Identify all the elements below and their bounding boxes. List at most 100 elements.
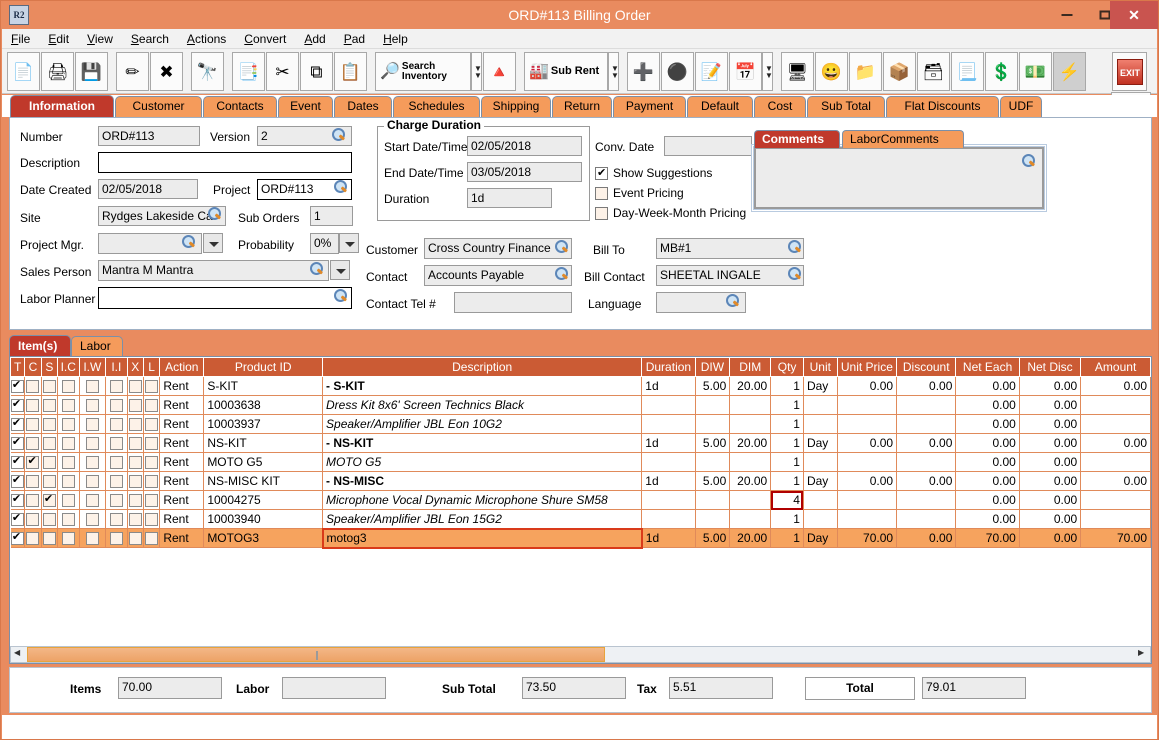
- cell-description[interactable]: motog3: [321, 527, 643, 549]
- checkbox-x[interactable]: [128, 380, 142, 394]
- cell-diw[interactable]: 5.00: [695, 376, 731, 396]
- cell-unit[interactable]: Day: [803, 376, 838, 396]
- project-field[interactable]: ORD#113: [257, 179, 352, 200]
- menu-item-convert[interactable]: Convert: [244, 32, 287, 46]
- checkbox-t[interactable]: [10, 378, 24, 394]
- cell-net-each[interactable]: 0.00: [955, 471, 1020, 491]
- cell-product-id[interactable]: 10003937: [203, 414, 324, 434]
- tab-payment[interactable]: Payment: [613, 96, 686, 117]
- cell-product-id[interactable]: MOTOG3: [203, 528, 324, 548]
- cell-ii[interactable]: [105, 471, 128, 491]
- cell-duration[interactable]: [641, 414, 696, 434]
- grid-col-net-each[interactable]: Net Each: [955, 357, 1020, 377]
- cell-unit[interactable]: Day: [803, 471, 838, 491]
- cell-unit[interactable]: Day: [803, 528, 838, 548]
- probability-dropdown[interactable]: [339, 233, 359, 253]
- customer-search-icon[interactable]: [553, 240, 569, 254]
- cell-product-id[interactable]: 10003638: [203, 395, 324, 415]
- site-search-icon[interactable]: [206, 207, 222, 221]
- exit-button[interactable]: EXIT: [1112, 52, 1147, 91]
- sub-rent-dropdown[interactable]: ▼ ▼: [608, 52, 619, 91]
- grid-col-i-c[interactable]: I.C: [57, 357, 80, 377]
- cell-x[interactable]: [127, 376, 144, 396]
- cell-discount[interactable]: 0.00: [896, 376, 957, 396]
- cell-ii[interactable]: [105, 433, 128, 453]
- sales-person-dropdown[interactable]: [330, 260, 350, 280]
- cell-action[interactable]: Rent: [159, 490, 205, 510]
- version-field[interactable]: 2: [257, 126, 352, 146]
- cell-unit[interactable]: Day: [803, 433, 838, 453]
- bill-to-search-icon[interactable]: [786, 240, 802, 254]
- language-search-icon[interactable]: [724, 294, 740, 308]
- cell-c[interactable]: [24, 509, 42, 529]
- flash-button[interactable]: ⚡: [1053, 52, 1086, 91]
- cell-product-id[interactable]: S-KIT: [203, 376, 324, 396]
- cell-iw[interactable]: [79, 395, 107, 415]
- cell-ii[interactable]: [105, 528, 128, 548]
- cell-diw[interactable]: [695, 452, 731, 472]
- checkbox-x[interactable]: [128, 532, 142, 546]
- comments-textarea[interactable]: [753, 146, 1045, 210]
- cell-qty[interactable]: 1: [770, 528, 804, 548]
- form-edit-button[interactable]: 📃: [951, 52, 984, 91]
- checkbox-c[interactable]: [26, 418, 40, 432]
- new-document-button[interactable]: 📄: [7, 52, 40, 91]
- contact-field[interactable]: Accounts Payable: [424, 265, 572, 286]
- items-value[interactable]: 70.00: [118, 677, 222, 699]
- cell-ic[interactable]: [57, 395, 80, 415]
- checkbox-c[interactable]: [26, 399, 40, 413]
- cell-product-id[interactable]: MOTO G5: [203, 452, 324, 472]
- comments-search-icon[interactable]: [1020, 154, 1036, 168]
- grid-col-action[interactable]: Action: [159, 357, 205, 377]
- menu-item-edit[interactable]: Edit: [48, 32, 70, 46]
- cell-discount[interactable]: [896, 452, 957, 472]
- grid-col-amount[interactable]: Amount: [1080, 357, 1151, 377]
- cell-x[interactable]: [127, 528, 144, 548]
- cell-unit[interactable]: [803, 414, 838, 434]
- cell-discount[interactable]: 0.00: [896, 528, 957, 548]
- cell-duration[interactable]: [641, 490, 696, 510]
- checkbox-iw[interactable]: [85, 494, 99, 508]
- contact-tel-field[interactable]: [454, 292, 572, 313]
- checkbox-ii[interactable]: [109, 418, 123, 432]
- checkbox-iw[interactable]: [85, 532, 99, 546]
- checkbox-x[interactable]: [128, 494, 142, 508]
- cell-x[interactable]: [127, 471, 144, 491]
- project-mgr-search-icon[interactable]: [180, 235, 196, 249]
- cell-diw[interactable]: [695, 395, 731, 415]
- group-help-button[interactable]: ⚫: [661, 52, 694, 91]
- labor-planner-search-icon[interactable]: [332, 289, 348, 303]
- grid-col-unit-price[interactable]: Unit Price: [836, 357, 898, 377]
- show-suggestions-checkbox[interactable]: [595, 166, 608, 180]
- database-button[interactable]: 🗃: [917, 52, 950, 91]
- grid-col-unit[interactable]: Unit: [802, 357, 838, 377]
- cell-net-disc[interactable]: 0.00: [1019, 376, 1082, 396]
- cell-l[interactable]: [143, 376, 161, 396]
- cell-amount[interactable]: 70.00: [1080, 528, 1151, 548]
- comments-tab-laborcomments[interactable]: LaborComments: [842, 130, 964, 148]
- checkbox-ic[interactable]: [61, 532, 75, 546]
- cell-description[interactable]: Speaker/Amplifier JBL Eon 15G2: [322, 509, 643, 529]
- calendar-button[interactable]: 📅: [729, 52, 762, 91]
- checkbox-l[interactable]: [145, 513, 159, 527]
- cell-t[interactable]: [10, 452, 26, 472]
- cell-iw[interactable]: [79, 528, 107, 548]
- grid-col-i-w[interactable]: I.W: [78, 357, 107, 377]
- cell-action[interactable]: Rent: [159, 414, 205, 434]
- cell-l[interactable]: [143, 395, 161, 415]
- checkbox-t[interactable]: [10, 530, 24, 546]
- cell-diw[interactable]: 5.00: [695, 528, 731, 548]
- cell-s[interactable]: [41, 509, 59, 529]
- item-tab-labor[interactable]: Labor: [71, 336, 123, 356]
- tab-default[interactable]: Default: [687, 96, 753, 117]
- project-mgr-dropdown[interactable]: [203, 233, 223, 253]
- cell-amount[interactable]: [1080, 452, 1151, 472]
- minimize-button[interactable]: [1048, 1, 1086, 29]
- cell-product-id[interactable]: 10003940: [203, 509, 324, 529]
- checkbox-ii[interactable]: [109, 475, 123, 489]
- cell-amount[interactable]: [1080, 395, 1151, 415]
- cell-c[interactable]: [24, 376, 42, 396]
- smiley-button[interactable]: 😀: [815, 52, 848, 91]
- cell-description[interactable]: MOTO G5: [322, 452, 643, 472]
- checkbox-l[interactable]: [145, 532, 159, 546]
